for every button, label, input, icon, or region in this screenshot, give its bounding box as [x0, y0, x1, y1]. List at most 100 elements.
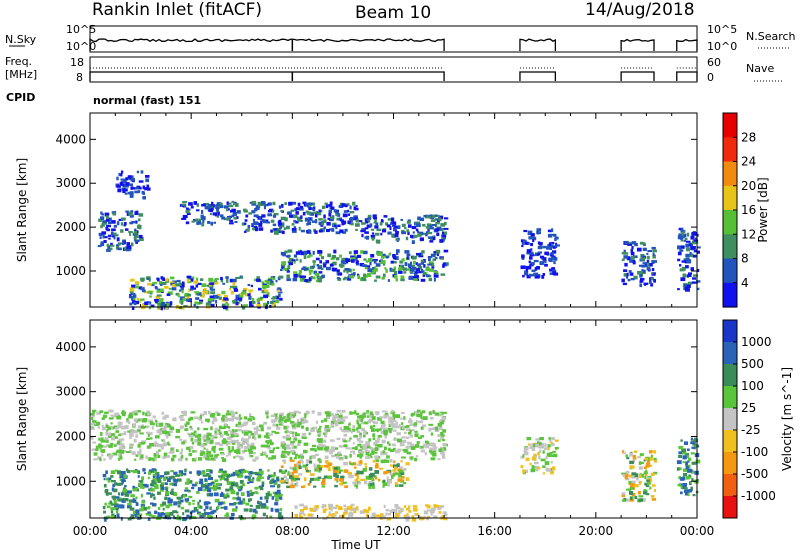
heatmap-cell: [162, 416, 167, 420]
heatmap-cell: [106, 215, 109, 219]
heatmap-cell: [352, 481, 357, 485]
heatmap-cell: [544, 263, 548, 267]
heatmap-cell: [357, 454, 360, 457]
heatmap-cell: [200, 443, 205, 448]
heatmap-cell: [168, 476, 173, 480]
heatmap-cell: [151, 469, 154, 473]
nsky-label: N.Sky: [5, 33, 37, 46]
heatmap-cell: [136, 410, 142, 413]
heatmap-cell: [333, 506, 338, 510]
heatmap-cell: [346, 506, 351, 511]
heatmap-cell: [288, 262, 293, 266]
heatmap-cell: [344, 268, 350, 272]
heatmap-cell: [145, 175, 150, 178]
heatmap-cell: [166, 455, 170, 458]
heatmap-cell: [436, 226, 442, 230]
heatmap-cell: [275, 295, 280, 300]
heatmap-cell: [154, 419, 157, 422]
heatmap-cell: [315, 279, 318, 282]
heatmap-cell: [383, 429, 388, 434]
heatmap-cell: [296, 207, 300, 211]
heatmap-cell: [631, 480, 636, 484]
colorbar-swatch: [723, 137, 737, 163]
heatmap-cell: [684, 237, 688, 241]
heatmap-cell: [388, 424, 391, 428]
heatmap-cell: [322, 517, 328, 520]
heatmap-cell: [287, 265, 291, 269]
heatmap-cell: [347, 213, 351, 216]
heatmap-cell: [364, 480, 368, 485]
heatmap-cell: [108, 217, 112, 222]
heatmap-cell: [269, 280, 274, 284]
heatmap-cell: [266, 442, 270, 445]
heatmap-cell: [373, 441, 378, 446]
heatmap-cell: [146, 492, 151, 495]
heatmap-cell: [525, 265, 529, 270]
heatmap-cell: [415, 262, 418, 266]
heatmap-cell: [326, 429, 330, 432]
heatmap-cell: [256, 298, 260, 303]
heatmap-cell: [413, 422, 418, 426]
heatmap-cell: [423, 215, 427, 218]
heatmap-cell: [366, 410, 370, 414]
heatmap-cell: [135, 241, 138, 244]
heatmap-cell: [198, 301, 203, 305]
heatmap-cell: [644, 283, 647, 286]
heatmap-cell: [325, 415, 331, 420]
heatmap-cell: [293, 438, 298, 441]
heatmap-cell: [271, 210, 275, 213]
heatmap-cell: [532, 254, 535, 257]
heatmap-cell: [280, 465, 284, 469]
heatmap-cell: [376, 429, 379, 433]
heatmap-cell: [329, 263, 334, 267]
heatmap-cell: [256, 278, 261, 282]
heatmap-cell: [412, 505, 417, 508]
heatmap-cell: [356, 470, 360, 475]
heatmap-cell: [123, 479, 127, 482]
heatmap-cell: [690, 437, 694, 441]
heatmap-cell: [387, 513, 392, 516]
heatmap-cell: [165, 487, 169, 492]
heatmap-cell: [158, 298, 164, 302]
heatmap-cell: [248, 450, 254, 454]
heatmap-cell: [364, 448, 368, 453]
heatmap-cell: [313, 270, 318, 275]
heatmap-cell: [92, 420, 97, 423]
heatmap-cell: [405, 462, 410, 466]
nsky-trace-segment: [676, 38, 698, 51]
heatmap-cell: [215, 506, 219, 511]
heatmap-cell: [312, 206, 316, 210]
heatmap-cell: [277, 291, 283, 294]
heatmap-cell: [385, 512, 388, 516]
heatmap-cell: [383, 452, 388, 455]
heatmap-cell: [171, 475, 175, 479]
heatmap-cell: [420, 270, 425, 274]
heatmap-cell: [205, 505, 209, 510]
heatmap-cell: [119, 475, 124, 479]
heatmap-cell: [202, 219, 205, 223]
heatmap-cell: [221, 458, 227, 462]
heatmap-cell: [150, 304, 155, 308]
heatmap-cell: [678, 454, 682, 458]
colorbar-tick-label: 12: [741, 227, 756, 241]
heatmap-cell: [165, 432, 168, 437]
heatmap-cell: [249, 413, 252, 417]
heatmap-cell: [328, 507, 331, 510]
heatmap-cell: [250, 442, 255, 447]
heatmap-cell: [309, 480, 312, 484]
heatmap-cell: [121, 413, 126, 417]
heatmap-cell: [297, 443, 301, 446]
heatmap-cell: [160, 486, 165, 490]
heatmap-cell: [335, 511, 339, 514]
heatmap-cell: [169, 512, 174, 516]
heatmap-cell: [338, 471, 341, 474]
heatmap-cell: [287, 249, 293, 253]
heatmap-cell: [137, 190, 141, 193]
heatmap-cell: [121, 217, 126, 221]
heatmap-cell: [191, 220, 195, 223]
heatmap-cell: [125, 248, 131, 252]
heatmap-cell: [125, 177, 129, 181]
heatmap-cell: [376, 459, 379, 463]
heatmap-cell: [420, 415, 423, 419]
heatmap-cell: [392, 274, 396, 278]
